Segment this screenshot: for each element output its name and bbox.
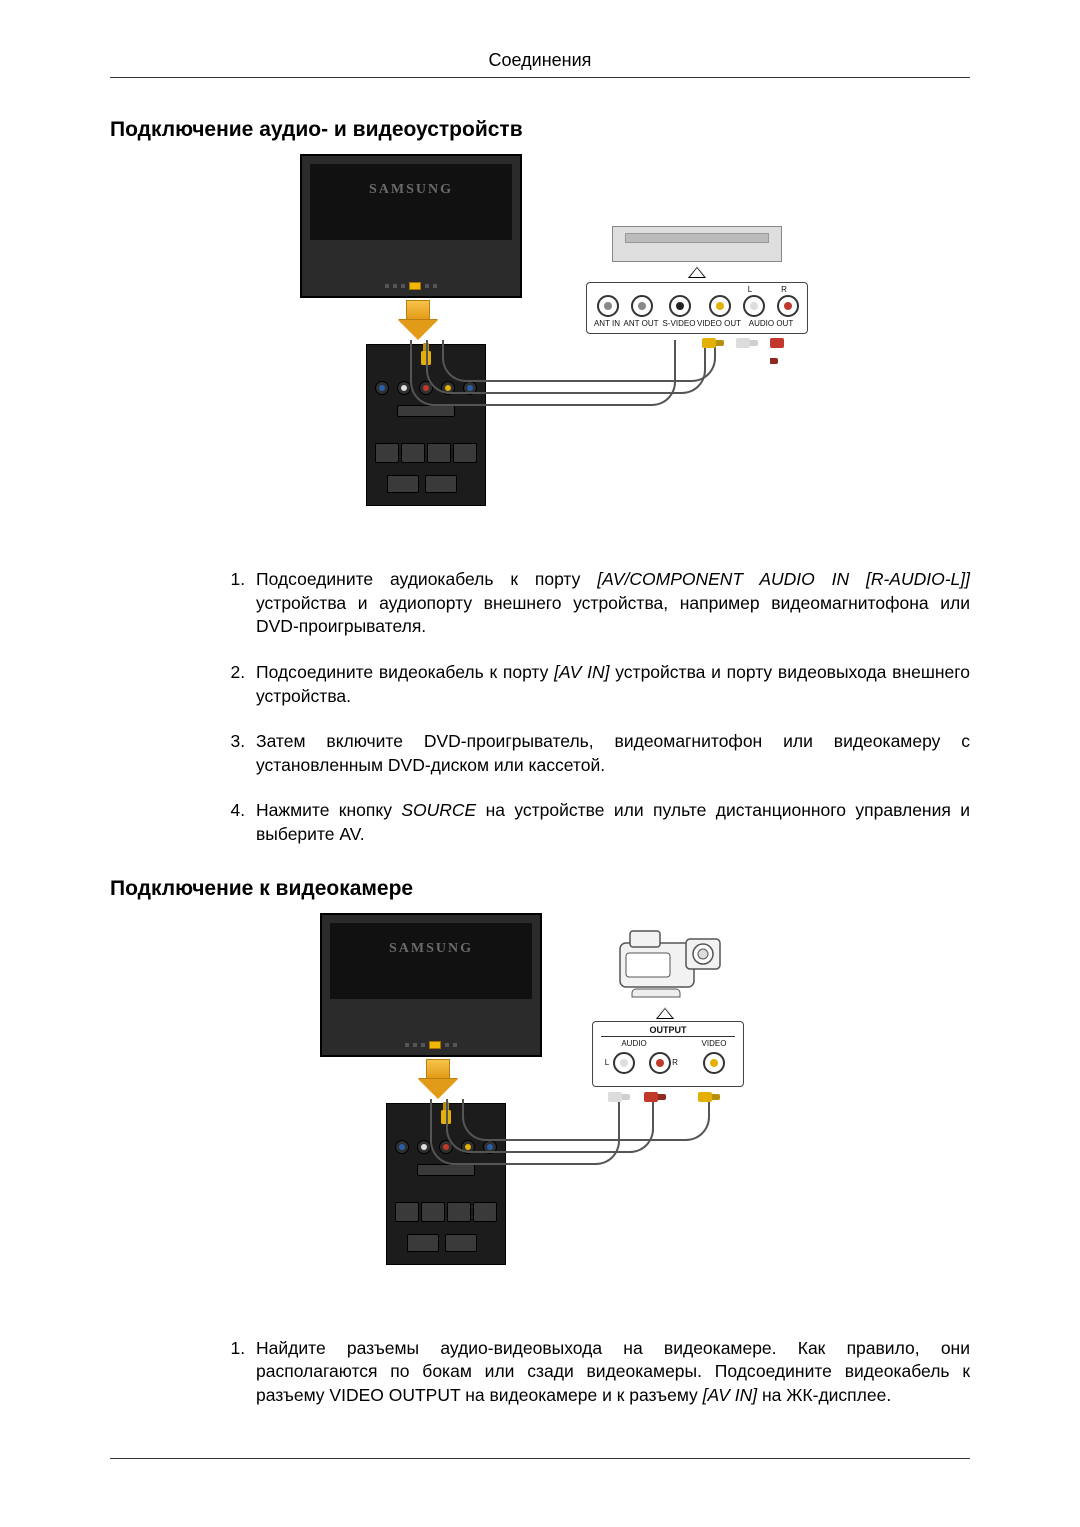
- step1-1-em: [AV/COMPONENT AUDIO IN [R-AUDIO-L]]: [597, 569, 970, 589]
- label-audio-out: AUDIO OUT: [747, 319, 795, 328]
- port-cam-video: [703, 1052, 725, 1074]
- tv2-brand: SAMSUNG: [330, 941, 532, 957]
- camcorder-output-panel: OUTPUT AUDIO VIDEO L R: [592, 1021, 744, 1087]
- step1-2-em: [AV IN]: [554, 662, 609, 682]
- dvd-arrow-icon: [688, 266, 706, 277]
- dvd-player: [612, 226, 782, 262]
- down-arrow2-icon: [418, 1059, 458, 1099]
- tv-screen: SAMSUNG: [310, 164, 512, 240]
- step2-1-em: [AV IN]: [703, 1385, 757, 1405]
- figure1-wrap: SAMSUNG ANT IN ANT OUT: [110, 154, 970, 524]
- figure2-wrap: SAMSUNG OUTPUT: [110, 913, 970, 1293]
- section1-steps: Подсоедините аудиокабель к порту [AV/COM…: [110, 568, 970, 847]
- section2-steps: Найдите разъемы аудио-видеовыхода на вид…: [110, 1337, 970, 1408]
- label-output: OUTPUT: [593, 1025, 743, 1035]
- step1-2: Подсоедините видеокабель к порту [AV IN]…: [250, 661, 970, 708]
- step1-3-pre: Затем включите DVD-проигрыватель, видеом…: [256, 731, 970, 775]
- plug-h-red: [770, 334, 784, 344]
- plug-h-yellow: [702, 334, 724, 344]
- tv-brand: SAMSUNG: [310, 182, 512, 198]
- source-ports-panel: ANT IN ANT OUT S-VIDEO VIDEO OUT L R AUD…: [586, 282, 808, 334]
- port-audio-l: [743, 295, 765, 317]
- port-cam-audio-l: [613, 1052, 635, 1074]
- port-ant-in: [597, 295, 619, 317]
- dvd-tray: [625, 233, 769, 243]
- cable-white: [410, 340, 676, 406]
- label-l: L: [745, 285, 755, 294]
- plug2-h-yellow: [698, 1089, 720, 1099]
- label-video: VIDEO: [697, 1039, 731, 1048]
- plug2-h-white: [608, 1089, 630, 1099]
- plug2-h-red: [644, 1089, 666, 1099]
- footer-divider: [110, 1458, 970, 1459]
- plug-h-white: [736, 334, 758, 344]
- cable2-yellow: [462, 1099, 710, 1141]
- port-ant-out: [631, 295, 653, 317]
- label-r2: R: [671, 1058, 679, 1067]
- figure2: SAMSUNG OUTPUT: [320, 913, 760, 1293]
- camcorder-arrow-icon: [656, 1007, 674, 1018]
- tv2-ir-icon: [429, 1041, 441, 1049]
- camcorder-icon: [606, 913, 726, 1003]
- label-r: R: [779, 285, 789, 294]
- label-ant-out: ANT OUT: [623, 319, 659, 328]
- step1-4-pre: Нажмите кнопку: [256, 800, 401, 820]
- step1-1-pre: Подсоедините аудиокабель к порту: [256, 569, 597, 589]
- label-l2: L: [603, 1058, 611, 1067]
- tv-ir-icon: [409, 282, 421, 290]
- figure1: SAMSUNG ANT IN ANT OUT: [300, 154, 780, 524]
- tv2-controls: [322, 1041, 540, 1049]
- tv2-display: SAMSUNG: [320, 913, 542, 1057]
- label-ant-in: ANT IN: [591, 319, 623, 328]
- label-video-out: VIDEO OUT: [697, 319, 741, 328]
- label-audio: AUDIO: [609, 1039, 659, 1048]
- page-header-title: Соединения: [110, 50, 970, 71]
- label-svideo: S-VIDEO: [661, 319, 697, 328]
- port-audio-r: [777, 295, 799, 317]
- port-cam-audio-r: [649, 1052, 671, 1074]
- down-arrow-icon: [398, 300, 438, 340]
- section1-heading: Подключение аудио- и видеоустройств: [110, 118, 970, 142]
- step1-4-em: SOURCE: [401, 800, 476, 820]
- step1-4: Нажмите кнопку SOURCE на устройстве или …: [250, 799, 970, 846]
- step2-1-post: на ЖК-дисплее.: [757, 1385, 891, 1405]
- section2-heading: Подключение к видеокамере: [110, 877, 970, 901]
- step2-1: Найдите разъемы аудио-видеовыхода на вид…: [250, 1337, 970, 1408]
- tv2-screen: SAMSUNG: [330, 923, 532, 999]
- tv-controls: [302, 282, 520, 290]
- step1-2-pre: Подсоедините видеокабель к порту: [256, 662, 554, 682]
- port-svideo: [669, 295, 691, 317]
- step1-3: Затем включите DVD-проигрыватель, видеом…: [250, 730, 970, 777]
- port-video-out: [709, 295, 731, 317]
- tv-display: SAMSUNG: [300, 154, 522, 298]
- step1-1: Подсоедините аудиокабель к порту [AV/COM…: [250, 568, 970, 639]
- step1-1-post: устройства и аудиопорту внешнего устройс…: [256, 593, 970, 637]
- header-divider: [110, 77, 970, 78]
